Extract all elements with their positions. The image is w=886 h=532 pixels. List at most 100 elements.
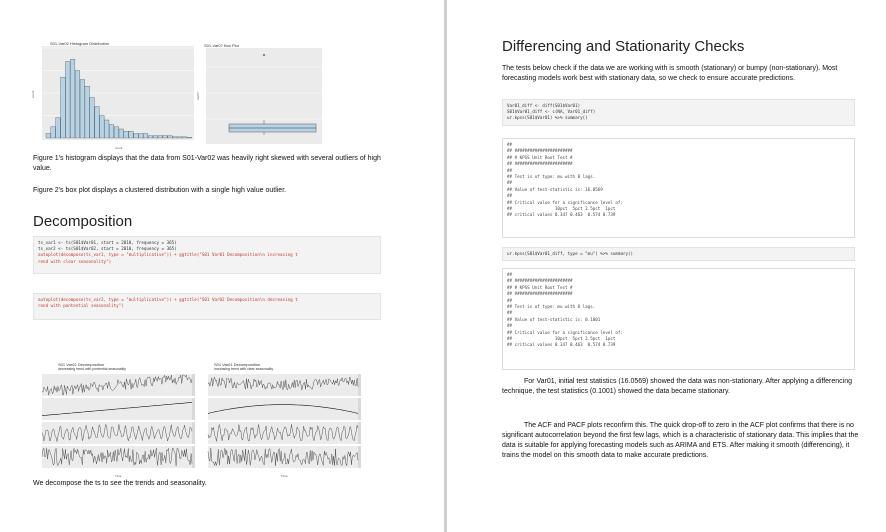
decomp-plot-1-x-label: Time	[115, 474, 122, 478]
decomp-series-line	[41, 447, 193, 467]
boxplot-svg: Var07	[196, 48, 322, 144]
decomp-panel	[208, 374, 358, 396]
histogram-bar	[75, 70, 80, 139]
output-line: ## 10pct 5pct 2.5pct 1pct	[507, 336, 616, 342]
decomp-plot-2-title: S01 Var01 Decomposition	[214, 362, 261, 367]
differencing-heading: Differencing and Stationarity Checks	[502, 38, 745, 55]
histogram-svg: count count	[31, 46, 194, 150]
decomp-series-line	[207, 404, 359, 414]
histogram-bar	[157, 135, 163, 139]
code-line: ur.kpss(S01$Var01) %>% summary()	[507, 115, 588, 121]
code-line: rend with clear seasonality")	[38, 258, 112, 264]
page-divider	[444, 0, 447, 532]
histogram-title: S01-Var02 Histogram Distribution	[50, 41, 110, 46]
histogram-bar	[177, 136, 183, 139]
output-line: ##	[507, 167, 513, 173]
histogram-bar	[148, 135, 153, 139]
output-line: ##	[507, 142, 513, 147]
histogram-bar	[89, 97, 95, 139]
output-line: ## Value of test-statistic is: 0.1001	[507, 316, 601, 322]
histogram-bar	[133, 133, 139, 139]
code-line: autoplot(decompose(ts_var1, type = "mult…	[38, 252, 298, 258]
output-line: ## #######################	[507, 161, 573, 167]
output-line: ##	[507, 310, 513, 316]
histogram-bar	[79, 79, 85, 139]
decomp-strip	[358, 374, 361, 396]
code-line: ts_var2 <- ts(S01$Var02, start = 2010, f…	[38, 246, 177, 252]
histogram-bar	[84, 86, 90, 139]
histogram-bar	[172, 136, 178, 139]
decomp-series-line	[41, 423, 193, 442]
kpss-output-1: ## ## ####################### ## # KPSS …	[502, 138, 855, 238]
differencing-intro: The tests below check if the data we are…	[502, 65, 838, 82]
left-page: S01-Var02 Histogram Distribution count c…	[30, 41, 381, 487]
decomp-strip	[358, 422, 361, 444]
histogram-bar	[70, 59, 76, 139]
decomp-strip	[192, 398, 195, 420]
histogram-bar	[186, 137, 192, 139]
output-line: ## #######################	[507, 148, 573, 154]
acf-pacf-paragraph: The ACF and PACF plots reconfirm this. T…	[502, 422, 859, 459]
decomp-strip	[192, 374, 195, 396]
decomp-strip	[358, 446, 361, 468]
decomp-series-line	[207, 424, 359, 442]
output-line: ## #######################	[507, 278, 573, 284]
decomposition-code-block-2: autoplot(decompose(ts_var2, type = "mult…	[33, 293, 381, 320]
decomp-panel	[42, 446, 192, 468]
histogram-bar	[99, 115, 105, 139]
output-line: ## critical values 0.347 0.463 0.574 0.7…	[507, 342, 616, 348]
right-page: Differencing and Stationarity Checks The…	[448, 0, 886, 532]
output-line: ## 10pct 5pct 2.5pct 1pct	[507, 206, 616, 212]
decomp-series-line	[207, 448, 359, 467]
boxplot-y-label: Var07	[196, 92, 200, 100]
code-line: rend with pontential seasonality")	[38, 303, 124, 309]
output-line: ##	[507, 272, 513, 277]
decomp-plot-1-svg: Time	[41, 374, 195, 478]
histogram-bar	[65, 61, 71, 139]
decomp-plot-1-title: S01 Var02 Decomposition	[58, 362, 105, 367]
decomposition-code-block-1: ts_var1 <- ts(S01$Var01, start = 2010, f…	[33, 236, 381, 274]
output-line: ##	[507, 193, 513, 199]
histogram-bar	[167, 135, 173, 139]
histogram-bars	[45, 59, 192, 139]
stationarity-result-paragraph: For Var01, initial test statistics (16.0…	[502, 378, 853, 395]
code-line: Var01_diff <- diff(S01$Var01)	[507, 103, 581, 108]
kpss-output-2: ## ## ####################### ## # KPSS …	[502, 268, 855, 370]
output-line: ##	[507, 297, 513, 303]
output-line: ## Test is of type: mu with 8 lags.	[507, 304, 596, 310]
histogram-chart: count count	[30, 46, 196, 150]
decomp-plot-1: Time	[30, 372, 195, 478]
decomp-strip	[192, 446, 195, 468]
boxplot-chart: Var07	[196, 48, 324, 150]
output-line: ##	[507, 180, 513, 186]
decomp-strip	[192, 422, 195, 444]
histogram-bar	[118, 128, 124, 139]
histogram-bar	[60, 77, 66, 139]
decomposition-description: We decompose the ts to see the trends an…	[33, 480, 207, 487]
output-line: ## Critical value for a significance lev…	[507, 329, 623, 335]
decomp-strip	[358, 398, 361, 420]
histogram-bar	[123, 131, 129, 139]
output-line: ## Critical value for a significance lev…	[507, 199, 623, 205]
output-line: ## critical values 0.347 0.463 0.574 0.7…	[507, 212, 616, 218]
decomp-plot-2-svg: Time	[207, 374, 361, 478]
histogram-description: Figure 1's histogram displays that the d…	[33, 155, 381, 172]
boxplot-description: Figure 2's box plot displays a clustered…	[33, 187, 287, 194]
decomp-plot-2-x-label: Time	[281, 474, 288, 478]
histogram-bar	[94, 106, 100, 139]
histogram-bar	[182, 136, 187, 139]
decomposition-heading: Decomposition	[33, 213, 133, 230]
histogram-bar	[55, 117, 61, 139]
histogram-bar	[109, 124, 114, 139]
histogram-y-label: count	[31, 90, 35, 98]
output-line: ## # KPSS Unit Root Test #	[507, 154, 573, 160]
histogram-bar	[162, 135, 168, 139]
histogram-bar	[45, 133, 51, 139]
histogram-x-label: count	[115, 146, 123, 150]
histogram-bar	[143, 133, 149, 139]
output-line: ## # KPSS Unit Root Test #	[507, 284, 573, 290]
decomp-panel	[208, 398, 358, 420]
histogram-bar	[50, 126, 56, 139]
decomp-series-line	[41, 374, 193, 396]
code-line: ts_var1 <- ts(S01$Var01, start = 2010, f…	[38, 240, 177, 245]
